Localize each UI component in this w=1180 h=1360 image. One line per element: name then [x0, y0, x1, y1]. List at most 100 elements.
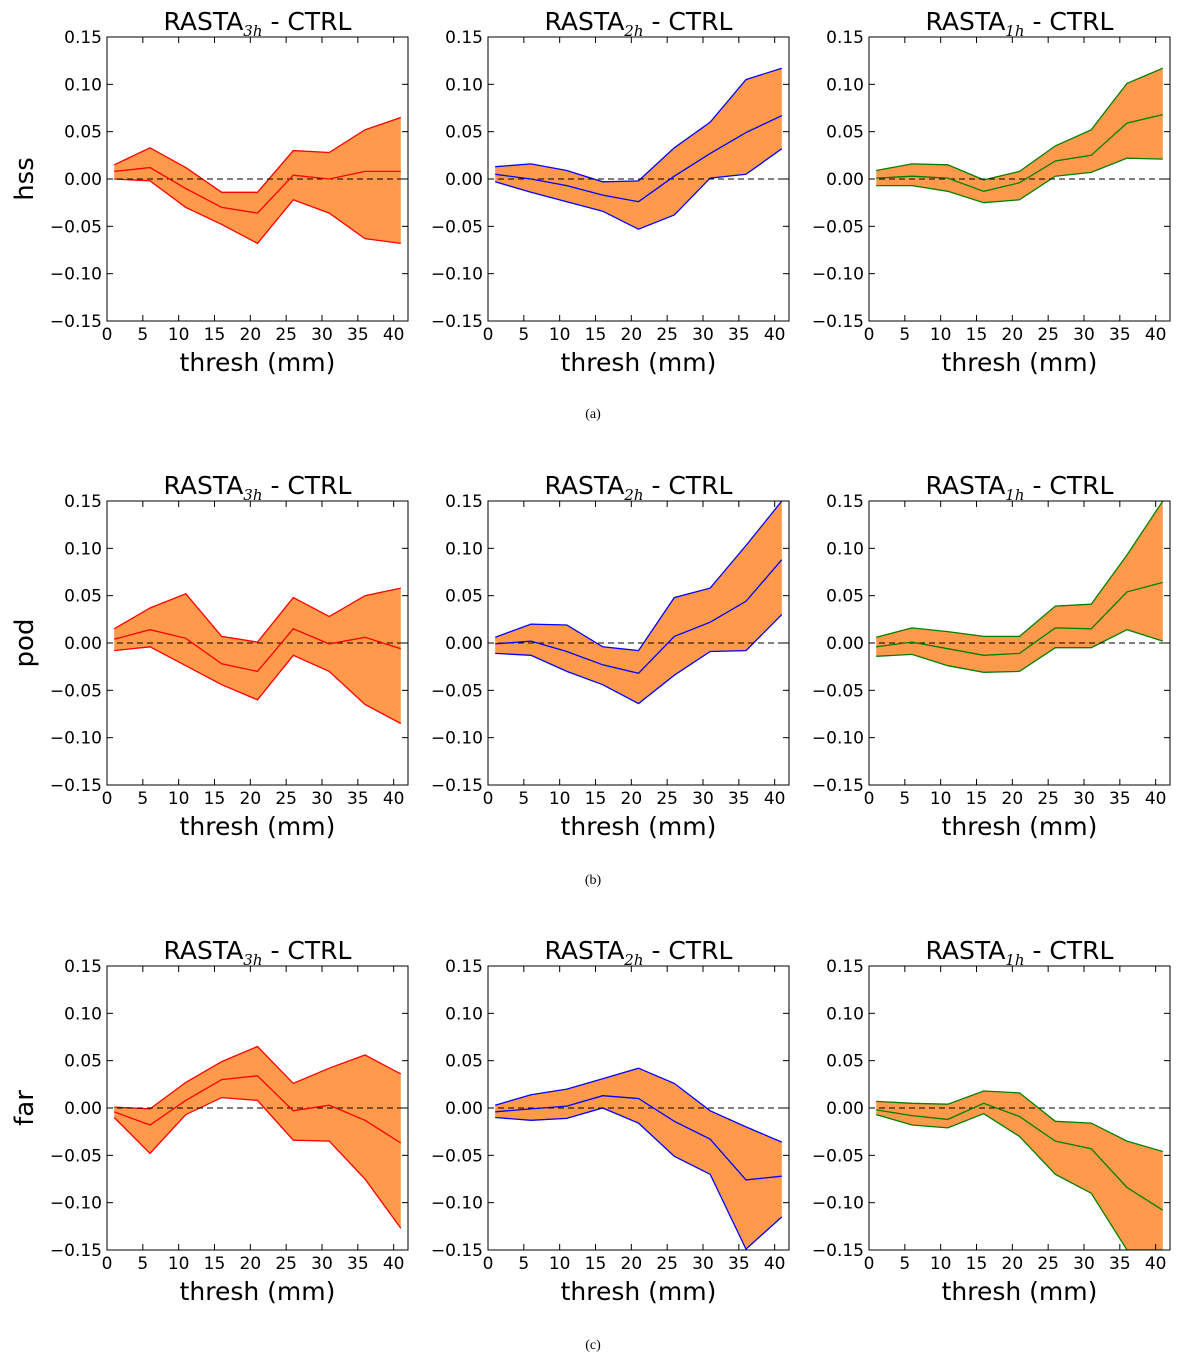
x-tick-label: 10: [930, 789, 952, 809]
y-tick-label: 0.05: [64, 1052, 102, 1072]
title-suffix: - CTRL: [263, 936, 352, 965]
x-tick-label: 10: [168, 325, 190, 345]
y-tick-label: −0.05: [812, 1146, 864, 1166]
y-tick-label: 0.00: [445, 170, 483, 190]
upper-bound-line: [113, 116, 402, 193]
upper-bound-line: [495, 1067, 783, 1143]
y-tick-label: 0.05: [826, 587, 864, 607]
x-tick-label: 30: [692, 789, 714, 809]
y-tick-label: −0.05: [812, 681, 864, 701]
x-tick-label: 30: [1073, 325, 1095, 345]
x-tick-label: 25: [656, 1254, 678, 1274]
x-axis-title: thresh (mm): [561, 1277, 717, 1306]
y-axis-title: pod: [10, 619, 40, 668]
x-tick-label: 20: [1002, 1254, 1024, 1274]
title-subscript: 1h: [1005, 486, 1024, 504]
plot-area: [107, 587, 408, 725]
upper-bound-line: [494, 501, 783, 652]
x-tick-label: 25: [656, 325, 678, 345]
chart-panel: 0 5 10 15 20 25 30 35 40 0.15 0.10 0.05 0.00 −0.05 −0.…: [431, 936, 790, 1306]
plot-area: [869, 501, 1170, 673]
spread-band: [114, 1046, 401, 1229]
x-tick-label: 5: [518, 789, 529, 809]
y-tick-label: 0.15: [64, 28, 102, 48]
x-tick-label: 20: [240, 1254, 262, 1274]
plot-area: [488, 1067, 789, 1250]
title-main: RASTA: [164, 471, 244, 500]
plot-area: [488, 67, 789, 230]
y-axis-title: hss: [10, 157, 40, 201]
x-tick-label: 35: [1109, 1254, 1131, 1274]
chart-panel: 0 5 10 15 20 25 30 35 40 0.15 0.10 0.05 0.00 −0.05 −0.…: [812, 471, 1171, 841]
panel-title: RASTA2h - CTRL: [545, 7, 733, 40]
lower-bound-line: [495, 148, 783, 230]
x-tick-label: 5: [899, 789, 910, 809]
x-tick-label: 5: [518, 325, 529, 345]
median-line: [113, 1075, 402, 1144]
y-tick-label: 0.10: [64, 75, 102, 95]
x-tick-label: 20: [1002, 325, 1024, 345]
spread-band: [114, 117, 401, 244]
y-tick-label: 0.00: [64, 1099, 102, 1119]
median-line: [114, 628, 401, 673]
x-tick-label: 40: [764, 789, 786, 809]
y-tick-label: 0.05: [445, 1052, 483, 1072]
y-tick-label: 0.15: [826, 28, 864, 48]
y-tick-label: 0.00: [64, 170, 102, 190]
y-tick-label: −0.05: [50, 1146, 102, 1166]
chart-panel: 0 5 10 15 20 25 30 35 40 0.15 0.10 0.05 0.00 −0.05 −0.…: [431, 7, 790, 377]
spread-band: [114, 588, 401, 724]
y-tick-label: −0.10: [50, 265, 102, 285]
y-tick-label: 0.10: [445, 75, 483, 95]
y-tick-label: −0.15: [50, 312, 102, 332]
x-tick-label: 10: [930, 325, 952, 345]
title-main: RASTA: [164, 7, 244, 36]
x-tick-label: 10: [549, 1254, 571, 1274]
title-subscript: 2h: [623, 951, 643, 969]
x-axis-title: thresh (mm): [561, 812, 717, 841]
x-tick-label: 40: [764, 1254, 786, 1274]
y-tick-label: 0.05: [64, 123, 102, 143]
x-axis-title: thresh (mm): [180, 1277, 336, 1306]
plot-area: [107, 1045, 408, 1229]
x-tick-label: 10: [930, 1254, 952, 1274]
chart-panel: 0 5 10 15 20 25 30 35 40 0.15 0.10 0.05 0.00 −0.05 −0.…: [812, 936, 1171, 1306]
x-tick-label: 30: [311, 325, 333, 345]
title-main: RASTA: [926, 7, 1006, 36]
lower-bound-line: [495, 1107, 783, 1250]
x-tick-label: 5: [518, 1254, 529, 1274]
x-tick-label: 40: [383, 325, 405, 345]
y-tick-label: 0.10: [64, 539, 102, 559]
x-tick-label: 15: [966, 1254, 988, 1274]
spread-band: [495, 501, 782, 704]
y-tick-label: 0.10: [826, 1004, 864, 1024]
upper-bound-line: [113, 587, 401, 643]
y-tick-label: −0.15: [431, 1241, 483, 1261]
y-tick-label: 0.10: [445, 539, 483, 559]
x-axis-title: thresh (mm): [942, 348, 1098, 377]
title-subscript: 2h: [623, 486, 643, 504]
x-tick-label: 15: [966, 325, 988, 345]
upper-bound-line: [114, 1045, 402, 1110]
x-axis-title: thresh (mm): [180, 812, 336, 841]
chart-panel: 0 5 10 15 20 25 30 35 40 0.15 0.10 0.05 0.00 −0.05 −0.…: [10, 471, 409, 841]
x-tick-label: 40: [764, 325, 786, 345]
x-tick-label: 35: [347, 1254, 369, 1274]
x-tick-label: 20: [621, 789, 643, 809]
y-tick-label: −0.10: [812, 729, 864, 749]
upper-bound-line: [495, 67, 782, 183]
y-tick-label: −0.05: [431, 217, 483, 237]
y-tick-label: 0.00: [826, 634, 864, 654]
x-tick-label: 0: [102, 789, 113, 809]
chart-panel: 0 5 10 15 20 25 30 35 40 0.15 0.10 0.05 0.00 −0.05 −0.…: [10, 936, 409, 1306]
x-tick-label: 35: [728, 789, 750, 809]
panel-title: RASTA1h - CTRL: [926, 471, 1114, 504]
median-line: [876, 113, 1163, 192]
lower-bound-line: [114, 646, 402, 725]
x-tick-label: 15: [585, 789, 607, 809]
x-tick-label: 40: [1145, 325, 1167, 345]
x-tick-label: 15: [585, 1254, 607, 1274]
x-tick-label: 10: [549, 789, 571, 809]
x-tick-label: 35: [728, 325, 750, 345]
y-tick-label: 0.15: [64, 957, 102, 977]
